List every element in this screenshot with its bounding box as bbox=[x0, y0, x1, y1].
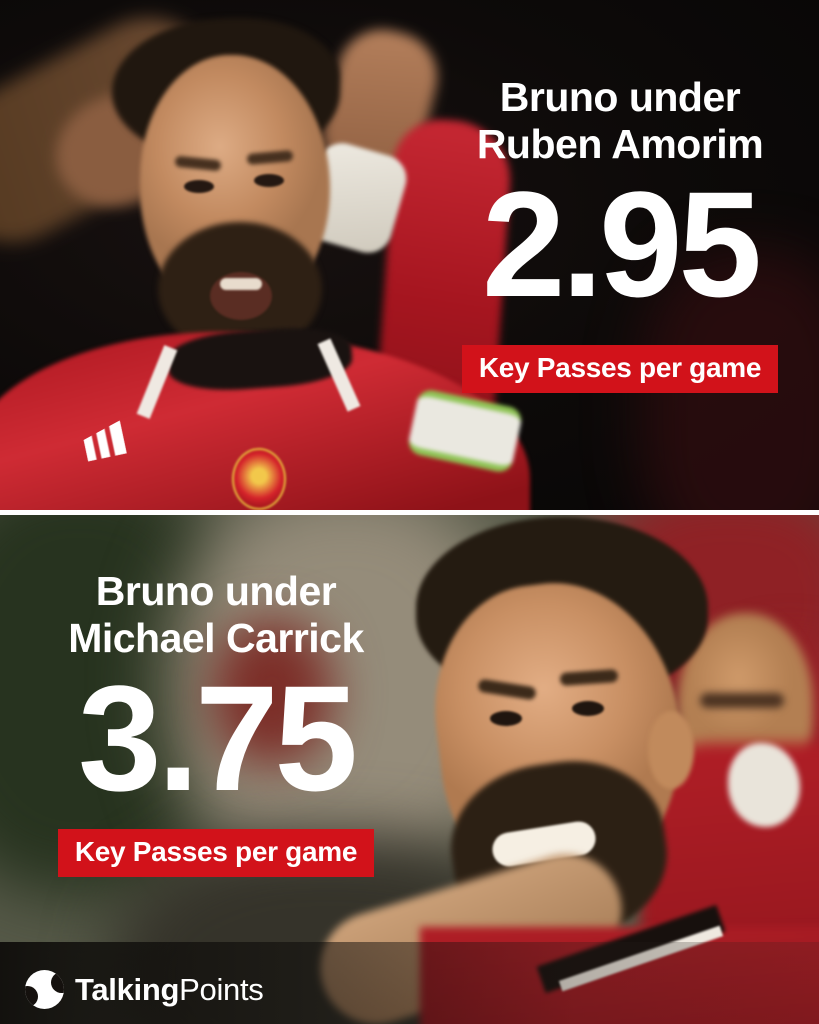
top-stat-block: Bruno under Ruben Amorim 2.95 Key Passes… bbox=[428, 74, 812, 394]
talkingpoints-icon bbox=[25, 970, 64, 1009]
teeth-shape bbox=[220, 278, 262, 290]
bottom-title-line2: Michael Carrick bbox=[68, 614, 364, 661]
sleeve-patch-shape bbox=[728, 743, 800, 827]
top-title: Bruno under Ruben Amorim bbox=[428, 74, 812, 167]
brand-logo: TalkingPoints bbox=[25, 970, 264, 1009]
bottom-stat-value: 3.75 bbox=[78, 654, 358, 823]
teammate-eyes-shape bbox=[700, 693, 784, 708]
bottom-title: Bruno under Michael Carrick bbox=[14, 568, 418, 661]
club-crest-shape bbox=[232, 448, 286, 510]
eye-shape bbox=[254, 174, 284, 187]
eye-shape bbox=[490, 711, 522, 726]
bottom-stat-block: Bruno under Michael Carrick 3.75 Key Pas… bbox=[14, 568, 418, 878]
brand-wordmark-bold: Talking bbox=[75, 971, 180, 1007]
background-blob bbox=[212, 620, 332, 765]
eye-shape bbox=[572, 701, 604, 716]
top-stat-badge: Key Passes per game bbox=[461, 345, 779, 394]
brand-wordmark: TalkingPoints bbox=[75, 971, 264, 1008]
top-stat-value: 2.95 bbox=[482, 160, 762, 329]
footer-strip bbox=[0, 942, 819, 1024]
brand-wordmark-light: Points bbox=[179, 971, 264, 1007]
top-panel: Bruno under Ruben Amorim 2.95 Key Passes… bbox=[0, 0, 819, 510]
eye-shape bbox=[184, 180, 214, 193]
bottom-title-line1: Bruno under bbox=[95, 568, 337, 614]
ear-shape bbox=[648, 711, 694, 789]
top-title-line1: Bruno under bbox=[499, 74, 741, 120]
bottom-stat-badge: Key Passes per game bbox=[57, 829, 375, 878]
top-title-line2: Ruben Amorim bbox=[476, 120, 764, 167]
panel-divider bbox=[0, 510, 819, 515]
